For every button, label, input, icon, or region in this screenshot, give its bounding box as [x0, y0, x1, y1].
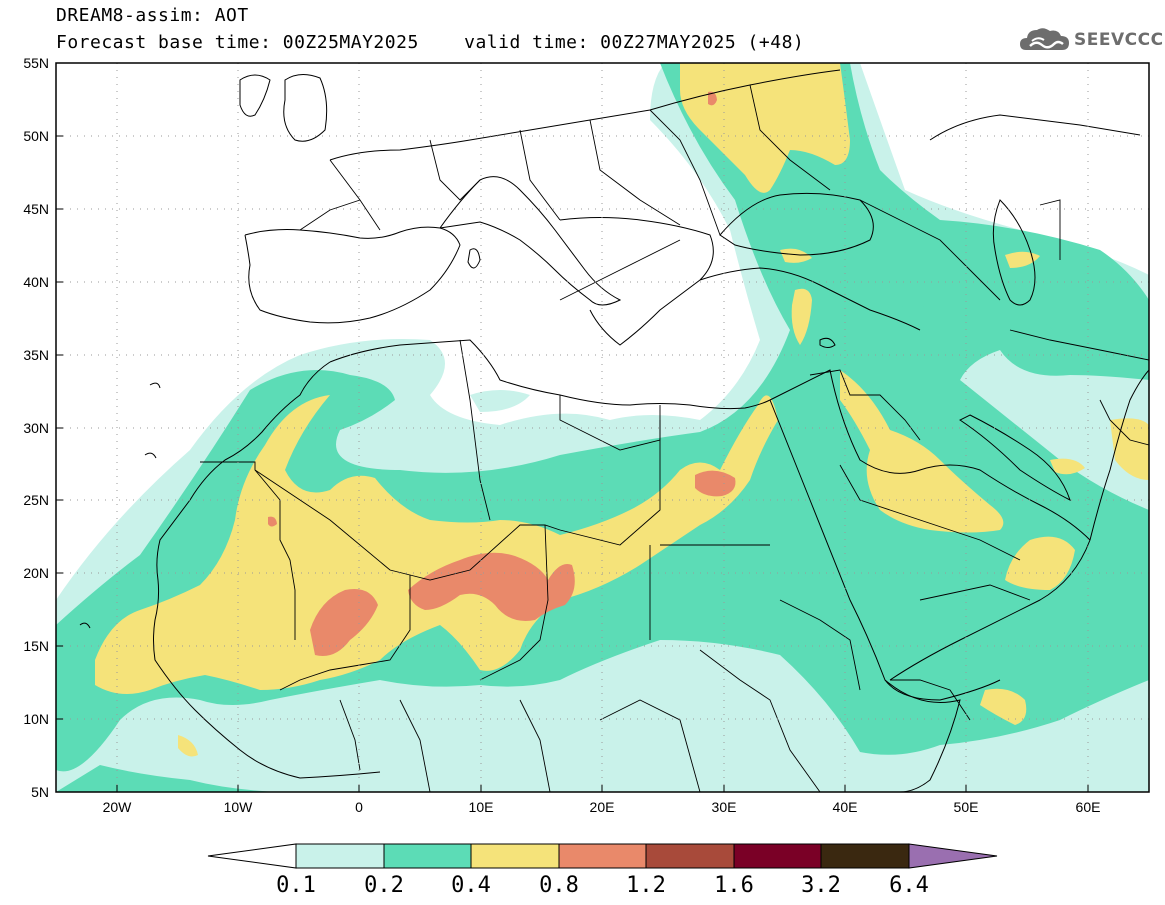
lon-label: 20E: [590, 799, 615, 815]
lat-label: 5N: [31, 784, 49, 800]
lon-label: 60E: [1076, 799, 1101, 815]
lon-label: 40E: [833, 799, 858, 815]
colorbar-low-arrow: [207, 843, 297, 869]
lon-label: 0: [355, 799, 363, 815]
lat-labels: 55N 50N 45N 40N 35N 30N 25N 20N 15N 10N …: [23, 55, 49, 800]
lat-label: 15N: [23, 638, 49, 654]
lon-label: 10W: [224, 799, 254, 815]
colorbar-swatch: [558, 843, 647, 869]
colorbar-label: 1.2: [626, 873, 666, 898]
coastlines: [79, 69, 1149, 792]
colorbar-label: 3.2: [801, 873, 841, 898]
lat-label: 50N: [23, 128, 49, 144]
lat-label: 35N: [23, 347, 49, 363]
colorbar-swatch: [295, 843, 385, 869]
lat-label: 45N: [23, 201, 49, 217]
colorbar-swatch: [470, 843, 560, 869]
cloud-icon: [1020, 28, 1069, 50]
borders: [200, 84, 1149, 792]
colorbar-swatch: [645, 843, 735, 869]
colorbar-swatch: [733, 843, 822, 869]
colorbar-high-arrow: [908, 843, 998, 869]
colorbar-label: 0.8: [539, 873, 579, 898]
lat-label: 25N: [23, 492, 49, 508]
lon-labels: 20W 10W 0 10E 20E 30E 40E 50E 60E: [103, 799, 1101, 815]
ticks: [56, 62, 1089, 793]
graticule: [56, 63, 1149, 792]
colorbar-swatch: [383, 843, 472, 869]
seevccc-logo: SEEVCCC: [1018, 22, 1163, 58]
lat-label: 55N: [23, 55, 49, 71]
colorbar-label: 6.4: [889, 873, 929, 898]
colorbar-label: 1.6: [714, 873, 754, 898]
lon-label: 50E: [954, 799, 979, 815]
aot-layer-0.8: [268, 91, 736, 656]
logo-text: SEEVCCC: [1074, 30, 1164, 50]
chart-title: DREAM8-assim: AOT: [56, 5, 249, 26]
colorbar-labels: 0.1 0.2 0.4 0.8 1.2 1.6 3.2 6.4: [276, 873, 929, 898]
lon-label: 20W: [103, 799, 133, 815]
aot-layer-0.4: [95, 63, 1149, 757]
forecast-time-line: Forecast base time: 00Z25MAY2025 valid t…: [56, 32, 805, 53]
aot-field: [56, 63, 1149, 792]
colorbar-swatch: [820, 843, 910, 869]
colorbar: [207, 843, 998, 869]
lon-label: 30E: [712, 799, 737, 815]
lat-label: 10N: [23, 711, 49, 727]
lat-label: 30N: [23, 420, 49, 436]
lat-label: 20N: [23, 565, 49, 581]
lat-label: 40N: [23, 274, 49, 290]
colorbar-label: 0.4: [451, 873, 491, 898]
lon-label: 10E: [469, 799, 494, 815]
colorbar-label: 0.2: [364, 873, 404, 898]
colorbar-label: 0.1: [276, 873, 316, 898]
